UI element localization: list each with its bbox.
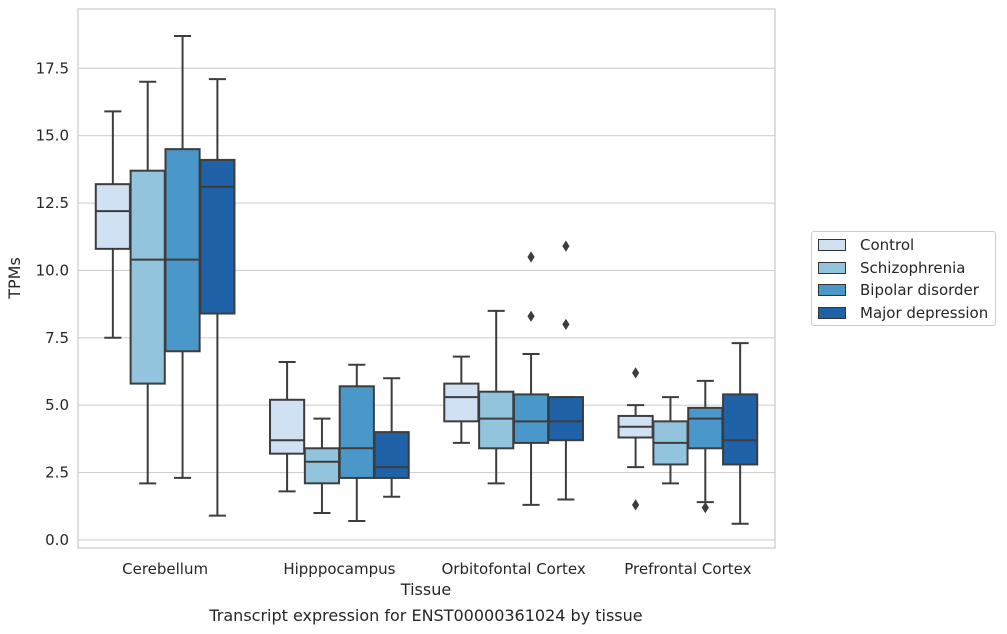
y-tick-label: 10.0 [36,261,69,279]
legend-label-schizophrenia: Schizophrenia [860,259,966,277]
legend-item-bipolar-disorder: Bipolar disorder [818,280,979,300]
outlier-point [632,499,640,511]
box-iqr [303,447,341,485]
x-tick-labels: Cerebellum Hipppocampus Orbitofontal Corte… [122,560,751,578]
box-schizophrenia-cerebellum [129,80,166,485]
legend-swatch-control [818,239,846,251]
box-major-depression-prefrontal-cortex [722,342,759,525]
y-tick-labels: 0.0 2.5 5.0 7.5 10.0 12.5 15.0 17.5 [36,59,69,549]
outlier-point [527,310,535,322]
box-iqr [373,431,410,479]
x-axis-title: Tissue [400,580,451,599]
box-schizophrenia-orbitofontal-cortex [478,309,515,485]
outlier-point [562,240,570,252]
box-iqr [722,393,759,466]
y-tick-label: 2.5 [45,464,69,482]
legend-item-major-depression: Major depression [818,303,988,323]
box-iqr [512,393,550,444]
outlier-point [632,367,640,379]
x-tick-label: Cerebellum [122,560,208,578]
legend-swatch-bipolar-disorder [818,284,846,296]
box-iqr [478,390,515,450]
chart-caption: Transcript expression for ENST0000036102… [209,606,643,625]
box-plot-layer [94,34,759,525]
box-bipolar-disorder-hipppocampus [338,363,375,523]
box-iqr [687,406,724,450]
box-schizophrenia-prefrontal-cortex [652,396,689,485]
box-major-depression-cerebellum [199,78,236,517]
outlier-point [701,501,709,514]
box-bipolar-disorder-prefrontal-cortex [687,379,724,514]
box-iqr [443,382,480,423]
x-tick-label: Hipppocampus [283,560,395,578]
box-bipolar-disorder-orbitofontal-cortex [512,251,550,506]
box-iqr [164,148,201,353]
box-control-hipppocampus [269,361,306,493]
x-tick-label: Prefrontal Cortex [624,560,751,578]
box-bipolar-disorder-cerebellum [164,34,201,479]
box-control-prefrontal-cortex [617,367,654,511]
plot-frame [77,8,776,549]
y-tick-label: 15.0 [36,127,69,145]
legend-label-control: Control [860,236,915,254]
x-tick-label: Orbitofontal Cortex [442,560,586,578]
y-tick-label: 5.0 [45,396,69,414]
box-iqr [338,385,375,479]
box-control-orbitofontal-cortex [443,355,480,444]
box-iqr [269,398,306,455]
y-tick-label: 0.0 [45,531,69,549]
y-tick-label: 12.5 [36,194,69,212]
box-control-cerebellum [94,110,131,339]
y-tick-label: 7.5 [45,329,69,347]
box-major-depression-hipppocampus [373,377,410,498]
box-iqr [129,169,166,385]
box-iqr [547,396,584,442]
box-schizophrenia-hipppocampus [303,417,341,514]
legend-label-bipolar-disorder: Bipolar disorder [860,281,979,299]
legend-label-major-depression: Major depression [860,304,989,322]
y-tick-label: 17.5 [36,59,69,77]
legend: Control Schizophrenia Bipolar disorder M… [811,231,996,326]
legend-swatch-major-depression [818,307,846,319]
box-major-depression-orbitofontal-cortex [547,240,584,501]
box-iqr [199,158,236,315]
legend-swatch-schizophrenia [818,262,846,274]
legend-item-control: Control [818,235,914,255]
legend-item-schizophrenia: Schizophrenia [818,258,965,278]
box-iqr [94,183,131,250]
y-axis-title: TPMs [5,257,24,300]
outlier-point [562,318,570,330]
outlier-point [527,251,535,263]
